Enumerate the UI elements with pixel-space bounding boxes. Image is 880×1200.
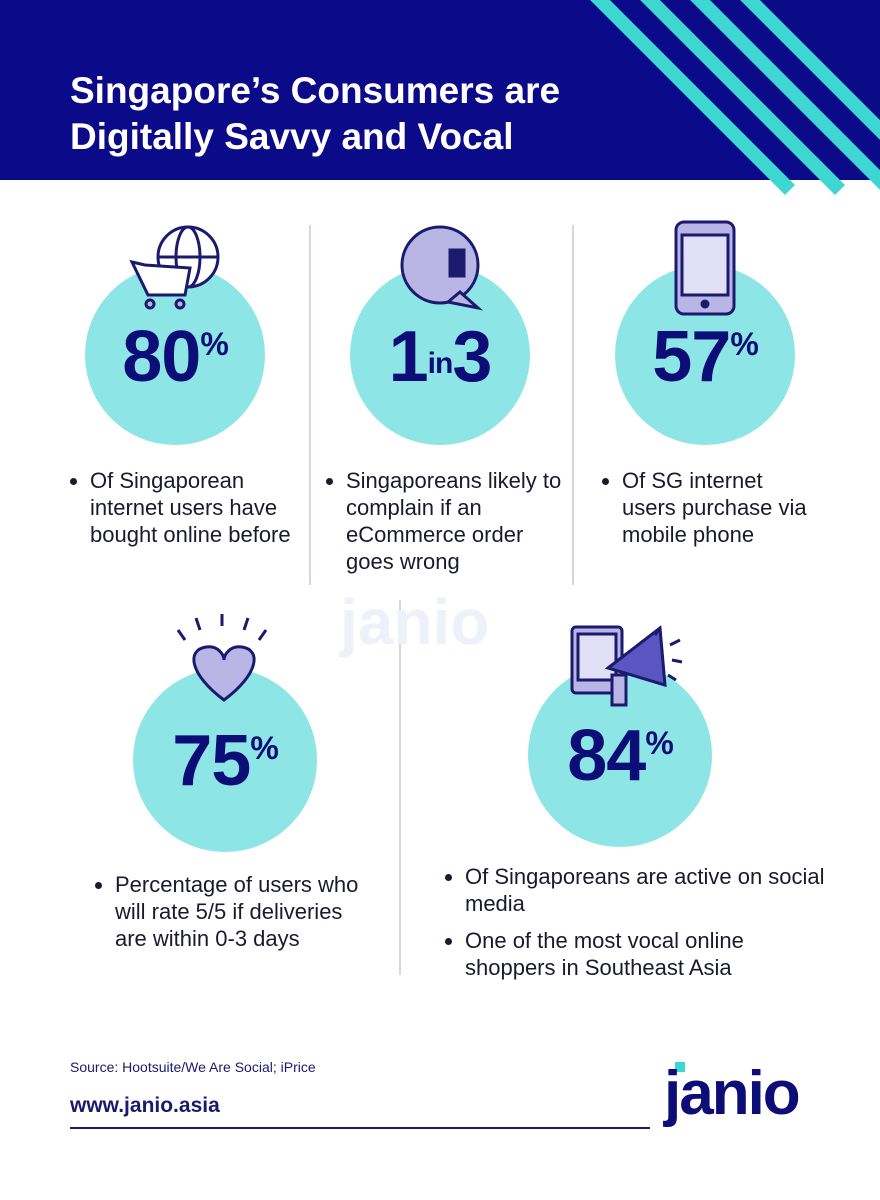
- dividers: [309, 225, 574, 975]
- stat-figure: 80%: [55, 316, 295, 398]
- bullet: Singaporeans likely to complain if an eC…: [346, 467, 576, 575]
- title-line: Digitally Savvy and Vocal: [70, 116, 514, 157]
- source: Source: Hootsuite/We Are Social; iPrice: [70, 1059, 316, 1075]
- icons: [129, 220, 736, 707]
- stat-circles: [85, 265, 795, 852]
- header-stripes: [590, 0, 880, 195]
- figure-part: %: [250, 730, 278, 766]
- figure-part: 75: [172, 721, 251, 801]
- stat-bullets: Of SG internet users purchase via mobile…: [602, 467, 822, 558]
- stat-figure: 84%: [500, 715, 740, 797]
- url: www.janio.asia: [70, 1094, 220, 1117]
- bullet: Of Singaporean internet users have bough…: [90, 467, 300, 548]
- stat-bullets: Of Singaporean internet users have bough…: [70, 467, 300, 558]
- title: Singapore’s Consumers are Digitally Savv…: [70, 68, 560, 160]
- logo: janio: [664, 1059, 801, 1128]
- figure-part: 80: [122, 317, 201, 397]
- figure-part: %: [200, 326, 228, 362]
- stat-figure: 1in3: [320, 316, 560, 398]
- logo-dot: [675, 1062, 685, 1072]
- stat-figure: 75%: [105, 720, 345, 802]
- figure-part: 1: [388, 317, 429, 397]
- watermark: janio: [340, 586, 490, 658]
- stat-figure: 57%: [585, 316, 825, 398]
- bullet: Of Singaporeans are active on social med…: [465, 863, 825, 917]
- figure-part: 84: [567, 716, 646, 796]
- figure-part: in: [427, 347, 454, 380]
- figure-part: %: [730, 326, 758, 362]
- figure-part: 3: [452, 317, 492, 397]
- bullet: Of SG internet users purchase via mobile…: [622, 467, 822, 548]
- stat-bullets: Percentage of users who will rate 5/5 if…: [95, 871, 375, 962]
- title-line: Singapore’s Consumers are: [70, 70, 561, 111]
- stat-bullets: Singaporeans likely to complain if an eC…: [326, 467, 576, 585]
- figure-part: %: [645, 725, 673, 761]
- bullet: One of the most vocal online shoppers in…: [465, 927, 825, 981]
- figure-part: 57: [652, 317, 731, 397]
- stat-bullets: Of Singaporeans are active on social med…: [445, 863, 825, 991]
- bullet: Percentage of users who will rate 5/5 if…: [115, 871, 375, 952]
